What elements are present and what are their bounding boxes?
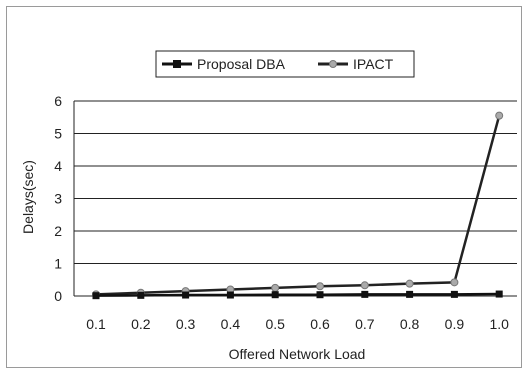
legend-box — [155, 50, 415, 78]
x-tick-label-1: 0.1 — [86, 316, 106, 332]
x-tick-label-2: 0.2 — [131, 316, 151, 332]
x-tick-label-8: 0.8 — [400, 316, 420, 332]
x-tick-label-9: 0.9 — [445, 316, 465, 332]
y-tick-label-1: 1 — [54, 256, 62, 272]
legend-marker-ipact — [329, 60, 337, 68]
data-point-proposal-dba-4 — [226, 291, 234, 299]
x-tick-label-6: 0.6 — [310, 316, 330, 332]
data-point-ipact-7 — [360, 281, 369, 290]
data-point-proposal-dba-5 — [271, 291, 279, 299]
y-tick-label-4: 4 — [54, 158, 62, 174]
y-tick-label-5: 5 — [54, 126, 62, 142]
data-point-ipact-9 — [450, 278, 459, 287]
x-tick-label-3: 0.3 — [176, 316, 196, 332]
data-point-proposal-dba-7 — [361, 290, 369, 298]
x-tick-label-7: 0.7 — [355, 316, 375, 332]
data-point-proposal-dba-10 — [495, 290, 503, 298]
series — [92, 111, 504, 300]
data-point-proposal-dba-6 — [316, 291, 324, 299]
data-point-proposal-dba-1 — [92, 292, 100, 300]
legend-marker-proposal-dba — [173, 60, 181, 68]
y-tick-label-3: 3 — [54, 191, 62, 207]
y-tick-label-6: 6 — [54, 93, 62, 109]
series-line-ipact — [95, 115, 501, 296]
legend: Proposal DBA IPACT — [155, 50, 415, 78]
data-point-ipact-5 — [271, 283, 280, 292]
data-point-ipact-8 — [405, 279, 414, 288]
y-tick-labels: 0 1 2 3 4 5 6 — [54, 93, 62, 304]
data-point-proposal-dba-8 — [406, 290, 414, 298]
grid-lines — [74, 100, 517, 264]
data-point-ipact-10 — [495, 111, 504, 120]
x-tick-label-5: 0.5 — [265, 316, 285, 332]
x-tick-label-10: 1.0 — [489, 316, 509, 332]
y-tick-label-0: 0 — [54, 288, 62, 304]
data-point-proposal-dba-2 — [137, 291, 145, 299]
y-axis-title: Delays(sec) — [20, 160, 36, 234]
data-point-proposal-dba-9 — [450, 290, 458, 298]
x-axis-title: Offered Network Load — [229, 346, 366, 362]
legend-label-proposal-dba: Proposal DBA — [197, 56, 286, 72]
data-point-proposal-dba-3 — [182, 291, 190, 299]
data-point-ipact-6 — [316, 282, 324, 291]
x-tick-label-4: 0.4 — [221, 316, 241, 332]
series-line-proposal-dba — [95, 292, 500, 297]
x-tick-labels: 0.1 0.2 0.3 0.4 0.5 0.6 0.7 0.8 0.9 1.0 — [86, 316, 509, 332]
y-tick-label-2: 2 — [54, 223, 62, 239]
legend-label-ipact: IPACT — [353, 56, 394, 72]
